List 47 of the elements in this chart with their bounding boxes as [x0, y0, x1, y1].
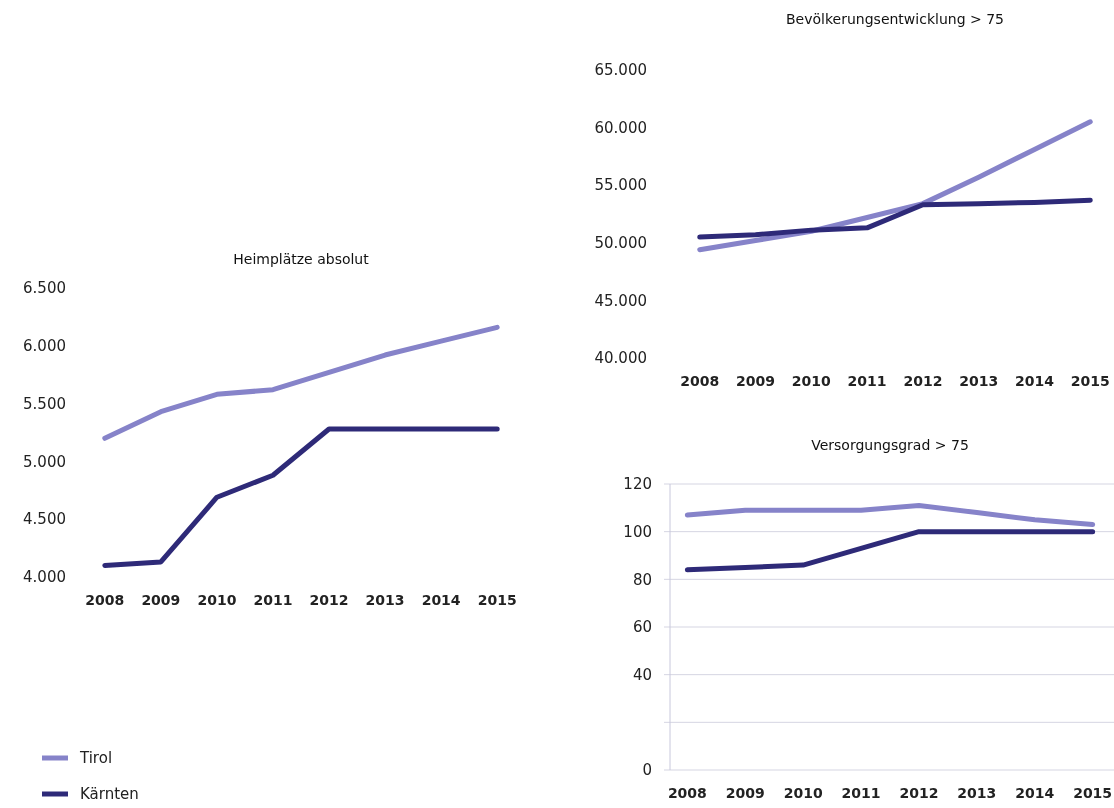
- x-tick-label: 2012: [899, 785, 939, 801]
- legend-label: Kärnten: [80, 785, 139, 804]
- x-tick-label: 2010: [783, 785, 823, 801]
- y-tick-label: 65.000: [594, 61, 647, 80]
- x-tick-label: 2013: [365, 592, 405, 608]
- y-tick-label: 60: [632, 618, 652, 637]
- x-tick-label: 2011: [847, 373, 887, 389]
- x-tick-label: 2009: [736, 373, 776, 389]
- y-tick-label: 45.000: [594, 291, 647, 310]
- y-tick-label: 60.000: [594, 118, 647, 137]
- x-tick-label: 2015: [1073, 785, 1113, 801]
- x-tick-label: 2014: [1015, 785, 1055, 801]
- x-tick-label: 2011: [253, 592, 293, 608]
- x-tick-label: 2008: [667, 785, 707, 801]
- y-tick-label: 40: [632, 665, 652, 684]
- x-tick-label: 2010: [791, 373, 832, 389]
- chart-title: Versorgungsgrad > 75: [811, 437, 969, 453]
- y-tick-label: 120: [623, 475, 652, 494]
- x-tick-label: 2012: [309, 592, 349, 608]
- x-tick-label: 2013: [957, 785, 997, 801]
- x-tick-label: 2015: [477, 592, 517, 608]
- x-tick-label: 2014: [421, 592, 461, 608]
- x-tick-label: 2008: [85, 592, 125, 608]
- y-tick-label: 0: [642, 761, 652, 780]
- chart-title: Heimplätze absolut: [233, 251, 370, 267]
- x-tick-label: 2010: [197, 592, 237, 608]
- y-tick-label: 5.000: [23, 452, 66, 471]
- legend-label: Tirol: [79, 749, 113, 768]
- y-tick-label: 100: [623, 522, 652, 541]
- y-tick-label: 55.000: [594, 176, 647, 195]
- y-tick-label: 6.500: [23, 279, 66, 298]
- y-tick-label: 4.500: [23, 510, 66, 529]
- y-tick-label: 80: [632, 570, 652, 589]
- x-tick-label: 2011: [841, 785, 881, 801]
- x-tick-label: 2015: [1070, 373, 1110, 389]
- chart-title: Bevölkerungsentwicklung > 75: [786, 11, 1004, 27]
- x-tick-label: 2009: [141, 592, 181, 608]
- y-tick-label: 5.500: [23, 394, 66, 413]
- y-tick-label: 50.000: [594, 234, 647, 253]
- x-tick-label: 2009: [725, 785, 765, 801]
- y-tick-label: 4.000: [23, 568, 66, 587]
- x-tick-label: 2014: [1014, 373, 1055, 389]
- x-tick-label: 2012: [903, 373, 943, 389]
- x-tick-label: 2008: [680, 373, 720, 389]
- y-tick-label: 40.000: [594, 349, 647, 368]
- y-tick-label: 6.000: [23, 337, 66, 356]
- x-tick-label: 2013: [959, 373, 999, 389]
